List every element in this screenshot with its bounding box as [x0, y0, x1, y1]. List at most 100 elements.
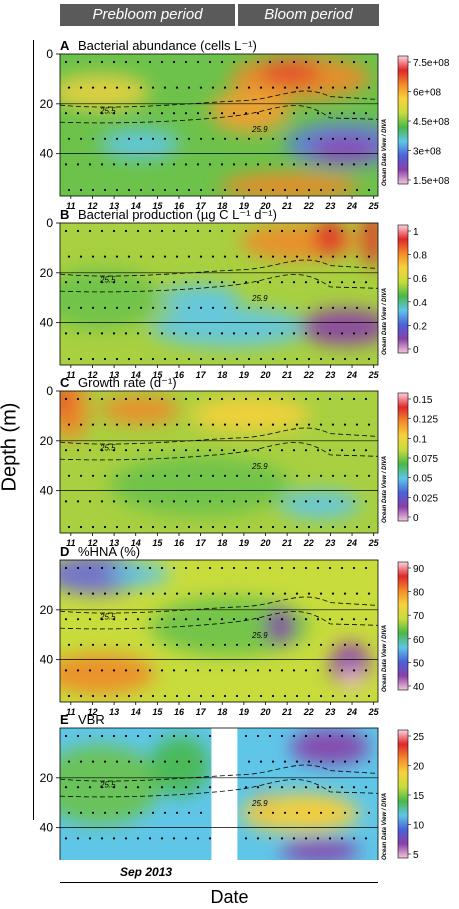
x-tick-label: 13 — [109, 201, 119, 211]
sample-point — [91, 188, 95, 192]
sample-point — [175, 811, 179, 814]
sample-point — [364, 669, 368, 672]
sample-point — [352, 734, 356, 738]
sample-point — [292, 500, 296, 503]
sample-point — [139, 474, 143, 477]
sample-point — [139, 694, 143, 698]
sample-point — [247, 86, 251, 89]
sample-point — [268, 281, 272, 284]
sample-point — [76, 500, 80, 503]
sample-point — [184, 163, 188, 166]
sample-point — [340, 669, 344, 672]
sample-point — [124, 734, 128, 738]
sample-point — [211, 188, 215, 192]
sample-point — [187, 760, 191, 763]
sample-point — [172, 397, 176, 401]
colorbar-tick-label: 0.4 — [413, 298, 427, 309]
colorbar-tick-label: 1.5e+08 — [413, 176, 450, 187]
sample-point — [115, 525, 119, 529]
sample-point — [367, 474, 371, 477]
sample-point — [127, 423, 131, 426]
sample-point — [151, 811, 155, 814]
sample-point — [235, 357, 239, 361]
sample-point — [256, 837, 260, 840]
sample-point — [88, 60, 92, 64]
sample-point — [316, 669, 320, 672]
x-tick-label: 14 — [131, 707, 141, 717]
sample-point — [280, 332, 284, 335]
sample-point — [352, 397, 356, 401]
sample-point — [148, 669, 152, 672]
sample-point — [136, 734, 140, 738]
panel-D: D %HNA (%) 25.5 25.9 20 40 11 12 13 14 15 16 17 18 19 2… — [40, 544, 425, 717]
sample-points — [64, 229, 371, 361]
sample-point — [187, 643, 191, 646]
sample-point — [364, 500, 368, 503]
sample-point — [295, 357, 299, 361]
sample-point — [208, 163, 212, 166]
sample-point — [127, 592, 131, 595]
panel-letter: A — [60, 38, 70, 53]
sample-point — [148, 734, 152, 738]
sample-point — [163, 592, 167, 595]
y-tick-label: 0 — [46, 384, 53, 398]
sample-point — [244, 734, 248, 738]
y-tick-label: 40 — [40, 484, 54, 498]
sample-point — [139, 592, 143, 595]
colorbar-tick-label: 25 — [413, 732, 425, 743]
sample-point — [352, 112, 356, 115]
sample-point — [340, 734, 344, 738]
sample-point — [88, 734, 92, 738]
x-tick-label: 15 — [152, 370, 163, 380]
sample-point — [115, 811, 119, 814]
sample-point — [187, 188, 191, 192]
sample-point — [256, 618, 260, 621]
y-tick-label: 40 — [40, 821, 54, 835]
sample-point — [67, 525, 71, 529]
colorbar-tick-label: 50 — [413, 658, 425, 669]
sample-point — [151, 694, 155, 698]
sample-point — [196, 397, 200, 401]
sample-point — [331, 592, 335, 595]
sample-point — [76, 281, 80, 284]
odv-watermark: Ocean Data View / DIVA — [382, 793, 388, 860]
sample-point — [112, 449, 116, 452]
sample-point — [304, 837, 308, 840]
sample-point — [124, 163, 128, 166]
sample-point — [304, 332, 308, 335]
sample-point — [364, 786, 368, 789]
x-tick-label: 23 — [324, 538, 335, 548]
x-tick-label: 18 — [217, 538, 227, 548]
sample-point — [316, 229, 320, 233]
sample-point — [67, 255, 71, 258]
sample-point — [103, 137, 107, 140]
sample-point — [316, 332, 320, 335]
odv-watermark: Ocean Data View / DIVA — [382, 288, 388, 355]
sample-point — [76, 837, 80, 840]
colorbar-tick-label: 0.075 — [413, 454, 438, 465]
sample-point — [340, 112, 344, 115]
sample-point — [112, 332, 116, 335]
sample-point — [367, 643, 371, 646]
sample-point — [64, 669, 68, 672]
sample-point — [91, 525, 95, 529]
sample-point — [103, 306, 107, 309]
sample-point — [352, 566, 356, 570]
x-tick-label: 13 — [109, 370, 119, 380]
x-tick-label: 11 — [66, 538, 75, 548]
isoline — [59, 596, 379, 614]
x-tick-label: 15 — [152, 201, 163, 211]
sample-point — [115, 760, 119, 763]
sample-point — [64, 112, 68, 115]
sample-point — [196, 500, 200, 503]
sample-point — [88, 786, 92, 789]
sample-point — [208, 837, 212, 840]
sample-point — [304, 669, 308, 672]
colorbar-tick-label: 0.2 — [413, 321, 427, 332]
sample-point — [256, 500, 260, 503]
sample-point — [223, 643, 227, 646]
sample-point — [91, 811, 95, 814]
sample-point — [175, 137, 179, 140]
sample-point — [160, 618, 164, 621]
sample-point — [319, 525, 323, 529]
